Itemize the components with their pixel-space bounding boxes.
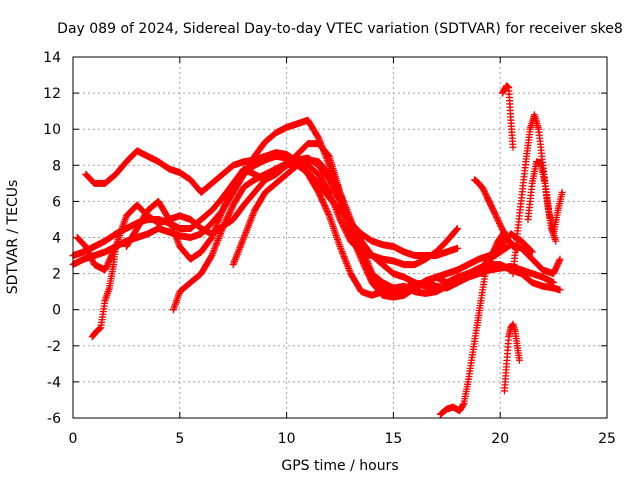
data-point <box>515 356 523 364</box>
data-point <box>480 186 488 194</box>
series-track-6 <box>169 158 461 314</box>
y-tick-label: 6 <box>52 194 61 210</box>
data-point <box>84 247 92 255</box>
data-point <box>351 241 359 249</box>
y-tick-label: 4 <box>52 231 61 247</box>
series-track-11 <box>498 82 517 151</box>
data-point <box>347 231 355 239</box>
data-point <box>83 244 91 252</box>
y-tick-label: 14 <box>43 50 61 66</box>
x-tick-label: 25 <box>598 431 616 447</box>
data-point <box>85 250 93 258</box>
y-tick-label: -6 <box>47 411 61 427</box>
series-track-12 <box>500 320 523 395</box>
data-point <box>356 252 364 260</box>
data-point <box>87 253 95 261</box>
data-point <box>352 243 360 251</box>
data-point <box>88 256 96 264</box>
y-tick-label: 12 <box>43 86 61 102</box>
data-point <box>350 238 358 246</box>
data-point <box>488 204 496 212</box>
data-point <box>347 230 355 238</box>
series-track-10 <box>471 176 521 254</box>
data-point <box>498 225 506 233</box>
data-point <box>86 252 94 260</box>
data-point <box>88 255 96 263</box>
data-point <box>527 247 535 255</box>
data-point <box>357 254 365 262</box>
x-tick-label: 0 <box>69 431 78 447</box>
data-point <box>556 255 564 263</box>
data-point <box>351 239 359 247</box>
data-point <box>482 191 490 199</box>
data-point <box>499 227 507 235</box>
data-point <box>349 235 357 243</box>
y-tick-label: -2 <box>47 339 61 355</box>
data-point <box>552 237 560 245</box>
x-tick-label: 5 <box>175 431 184 447</box>
data-point <box>490 207 498 215</box>
plot-frame <box>72 56 608 419</box>
x-tick-label: 15 <box>384 431 402 447</box>
data-point <box>453 224 461 232</box>
chart-title: Day 089 of 2024, Sidereal Day-to-day VTE… <box>57 21 623 37</box>
tick-labels: 0 5 10 15 20 25 -6 -4 -2 0 2 4 6 8 10 12 14 <box>43 50 616 447</box>
data-point <box>488 203 496 211</box>
data-point <box>82 243 90 251</box>
data-point <box>509 143 517 151</box>
y-tick-label: 8 <box>52 158 61 174</box>
data-point <box>112 243 120 251</box>
data-point <box>492 212 500 220</box>
x-tick-label: 10 <box>278 431 296 447</box>
data-point <box>355 249 363 257</box>
data-point <box>479 185 487 193</box>
data-point <box>496 221 504 229</box>
data-point <box>348 233 356 241</box>
data-point <box>497 222 505 230</box>
data-point <box>489 206 497 214</box>
data-point <box>495 218 503 226</box>
data-point <box>527 246 535 254</box>
data-point <box>349 236 357 244</box>
data-point <box>353 244 361 252</box>
x-tick-label: 20 <box>491 431 509 447</box>
data-points <box>69 82 566 418</box>
y-tick-label: 0 <box>52 303 61 319</box>
data-point <box>493 213 501 221</box>
data-point <box>498 224 506 232</box>
data-point <box>96 324 104 332</box>
data-point <box>495 219 503 227</box>
data-point <box>481 189 489 197</box>
data-point <box>85 249 93 257</box>
x-axis-label: GPS time / hours <box>281 458 398 474</box>
data-point <box>353 246 361 254</box>
data-point <box>325 210 333 218</box>
data-point <box>459 401 467 409</box>
data-point <box>491 210 499 218</box>
y-axis-label: SDTVAR / TECUs <box>5 180 21 295</box>
data-point <box>83 246 91 254</box>
data-point <box>481 188 489 196</box>
series-track-14 <box>524 158 566 238</box>
series-track-8 <box>88 243 120 341</box>
y-tick-label: 2 <box>52 267 61 283</box>
data-point <box>494 216 502 224</box>
data-point <box>355 250 363 258</box>
data-point <box>493 215 501 223</box>
y-tick-label: -4 <box>47 375 61 391</box>
data-point <box>558 188 566 196</box>
data-point <box>354 247 362 255</box>
series-track-13 <box>509 111 560 278</box>
data-point <box>528 248 536 256</box>
data-point <box>453 225 461 233</box>
y-tick-label: 10 <box>43 122 61 138</box>
data-point <box>453 244 461 252</box>
data-point <box>491 209 499 217</box>
data-point <box>556 286 564 294</box>
